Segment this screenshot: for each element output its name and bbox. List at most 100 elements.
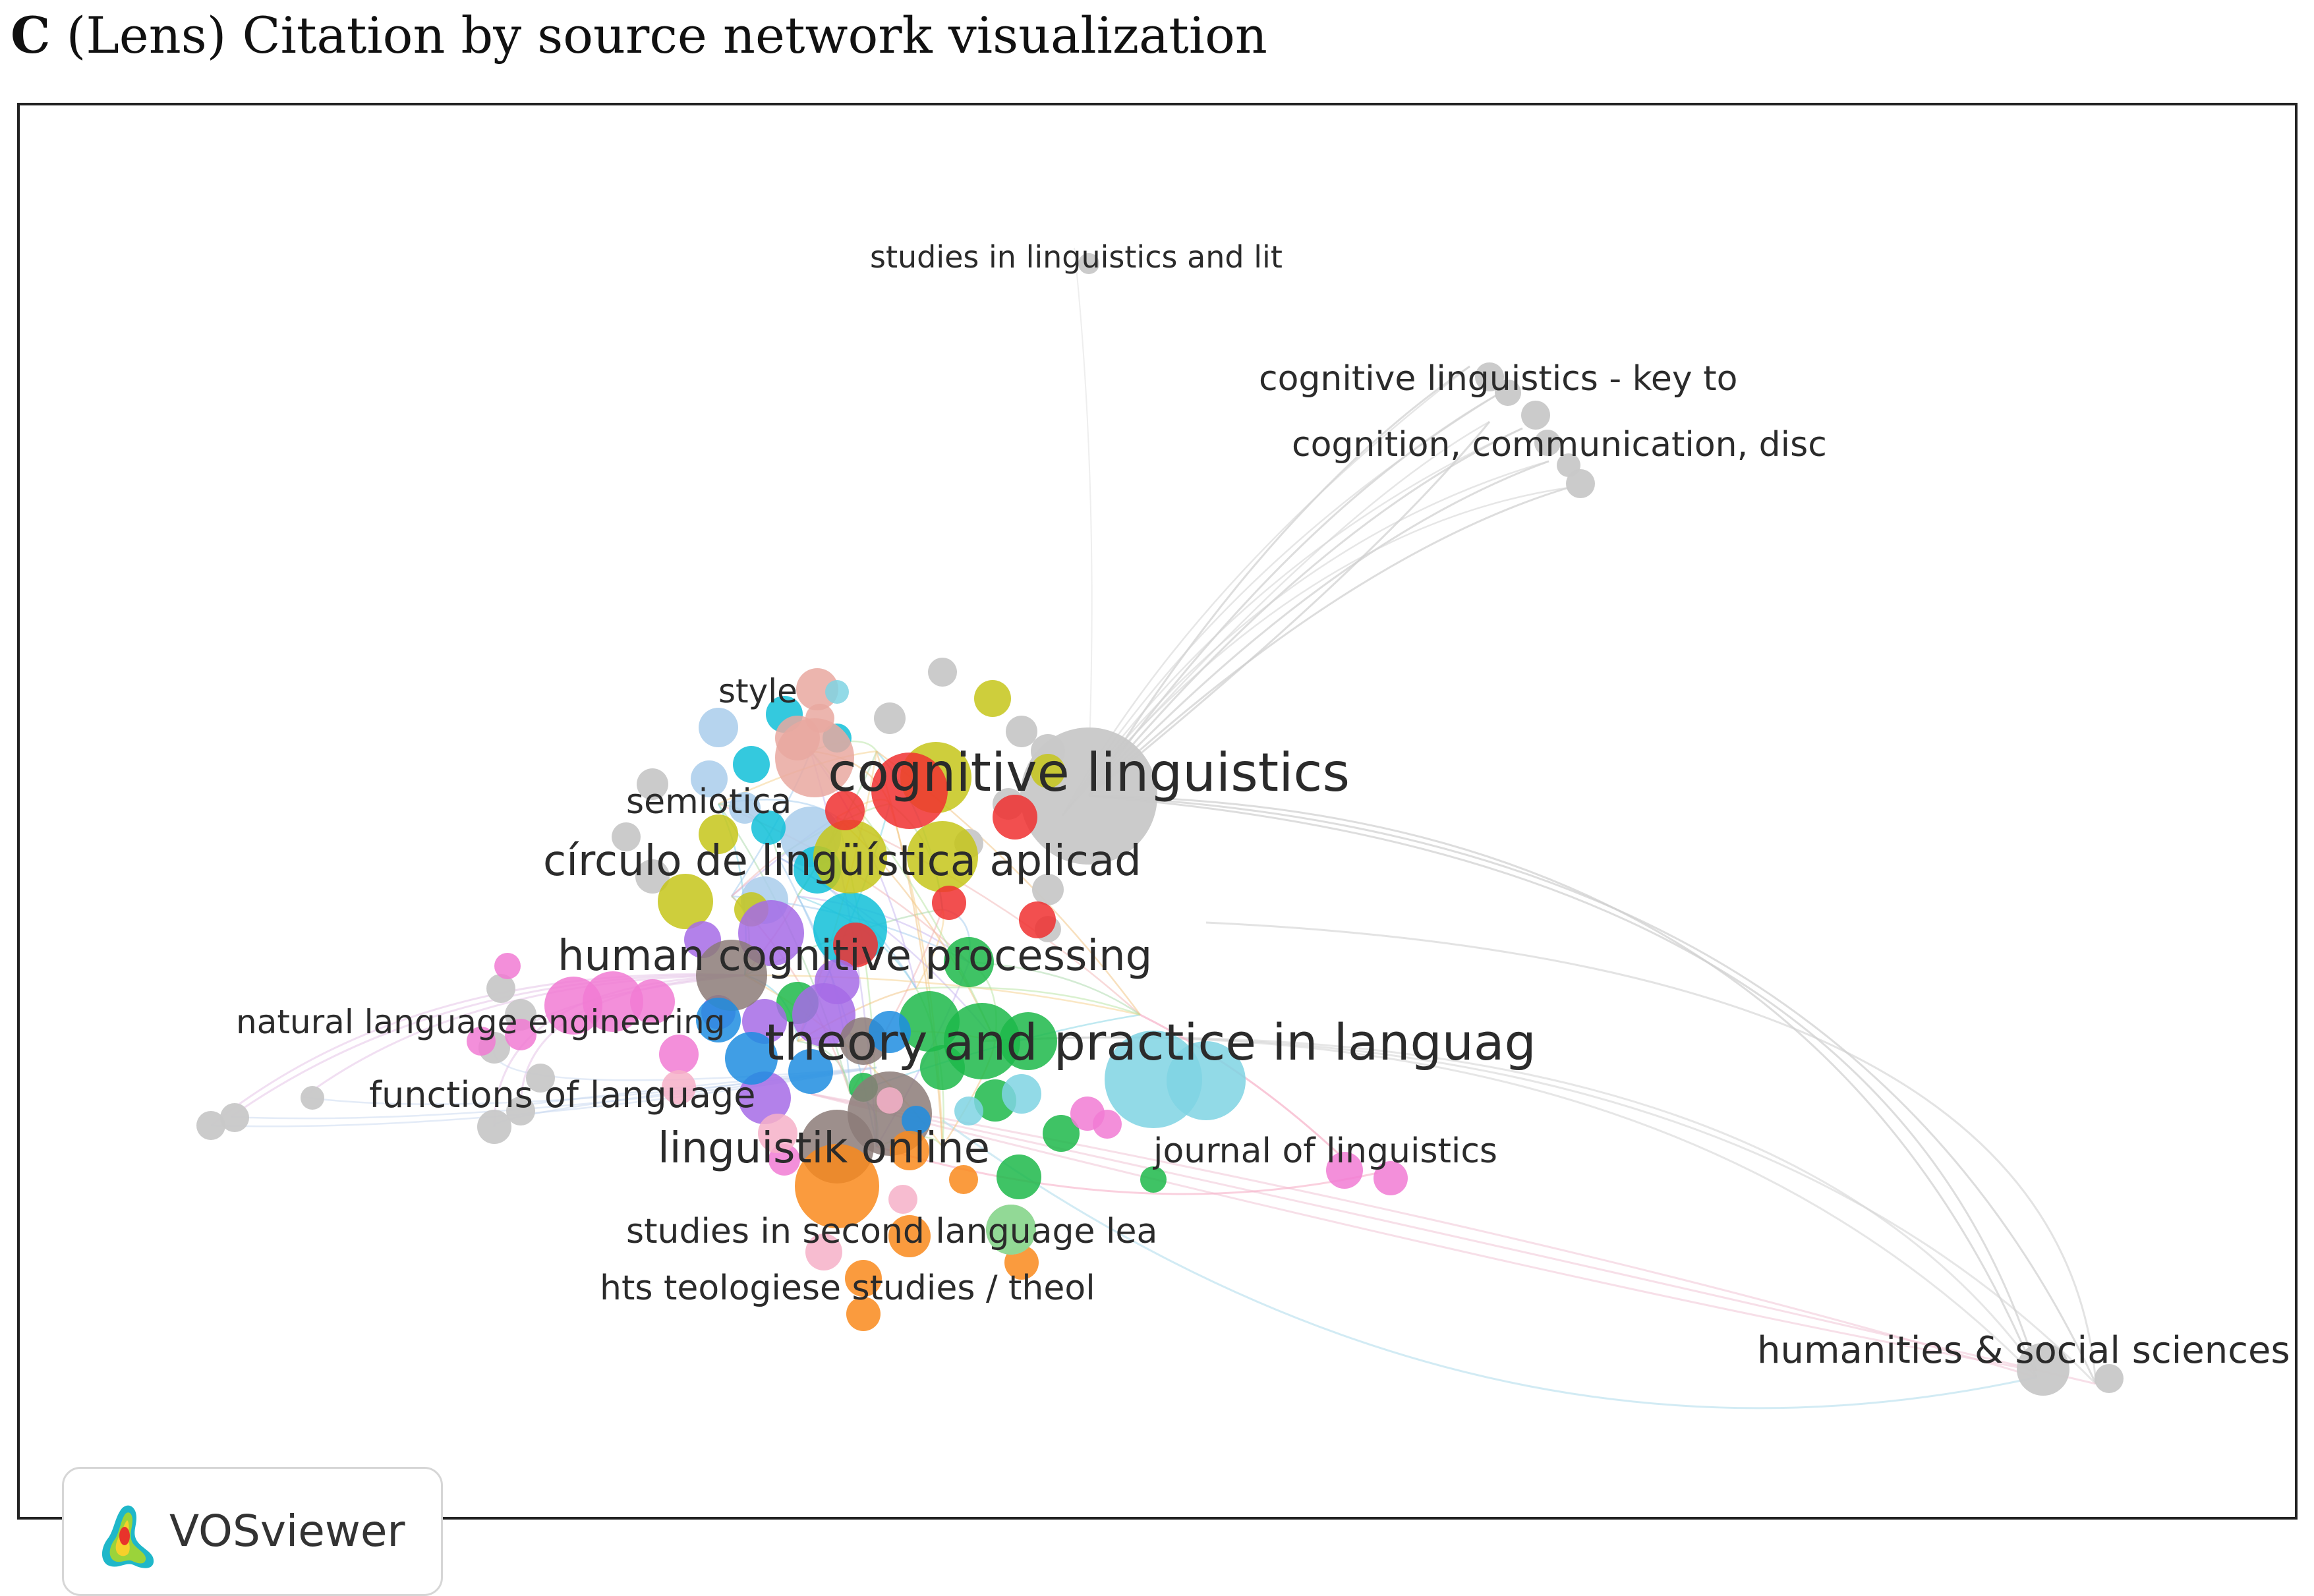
network-nodes [196, 253, 2124, 1396]
network-node [220, 1103, 249, 1132]
panel-letter: C [11, 6, 51, 65]
network-link [1088, 795, 2038, 1371]
label-humanities-and-social-sciences: humanities & social sciences [1757, 1329, 2290, 1372]
network-node [2017, 1343, 2069, 1396]
network-node [1019, 901, 1056, 938]
network-node [2095, 1364, 2124, 1393]
network-node [505, 1019, 536, 1050]
network-node [1140, 1166, 1167, 1193]
vosviewer-label: VOSviewer [169, 1506, 405, 1556]
label-theory-and-practice-in-languag: theory and practice in languag [765, 1013, 1536, 1071]
network-node [845, 1260, 882, 1297]
network-node [612, 822, 641, 851]
network-link [1088, 795, 2038, 1378]
label-circulo-de-linguistica-aplicad: círculo de lingüística aplicad [543, 837, 1142, 886]
network-node [890, 1131, 929, 1170]
network-node [974, 680, 1011, 717]
network-node [729, 792, 761, 824]
label-human-cognitive-processing: human cognitive processing [558, 932, 1152, 981]
network-node [795, 1144, 879, 1228]
network-node [788, 1049, 833, 1094]
network-link [1087, 460, 1549, 797]
network-node [583, 971, 643, 1032]
network-link [836, 816, 1141, 1015]
figure-caption: C (Lens) Citation by source network visu… [11, 5, 1267, 65]
label-cognition-communication-disc: cognition, communication, disc [1292, 425, 1827, 465]
network-link [968, 961, 1141, 1016]
network-node [932, 886, 966, 920]
network-node [1495, 380, 1521, 406]
network-node [869, 1011, 911, 1053]
network-node [1078, 253, 1099, 274]
network-node [1475, 362, 1504, 391]
network-node [494, 953, 521, 979]
network-node [467, 1027, 496, 1056]
network-node [907, 821, 978, 892]
network-node [637, 768, 668, 800]
network-node [888, 1215, 931, 1257]
network-node [871, 753, 948, 829]
network-link [981, 1036, 2038, 1371]
network-node [1167, 1041, 1246, 1120]
network-link [1088, 795, 2097, 1384]
network-link [1088, 421, 1491, 797]
network-node [1002, 1074, 1041, 1114]
network-node [691, 760, 728, 797]
network-node [477, 1110, 511, 1144]
network-node [699, 814, 738, 854]
citation-network: studies in linguistics and lit cognitive… [196, 239, 2290, 1410]
network-link [1087, 486, 1569, 797]
network-node [954, 1097, 983, 1126]
network-node [825, 791, 865, 830]
network-node [635, 859, 670, 894]
network-node [1093, 1110, 1122, 1139]
network-node [805, 1234, 842, 1270]
label-studies-in-linguistics-and-lit: studies in linguistics and lit [870, 239, 1283, 275]
network-node [775, 716, 820, 760]
network-node [1043, 1115, 1080, 1152]
network-node [662, 1070, 696, 1104]
network-node [999, 1012, 1057, 1070]
network-node [874, 702, 906, 734]
network-link [1205, 921, 2097, 1384]
label-studies-in-second-language-lea: studies in second language lea [626, 1212, 1157, 1251]
network-panel: studies in linguistics and lit cognitive… [17, 103, 2298, 1596]
network-node [486, 974, 515, 1003]
caption-text: (Lens) Citation by source network visual… [66, 6, 1267, 65]
network-labels: studies in linguistics and lit cognitive… [236, 239, 2290, 1372]
network-node [902, 1106, 931, 1135]
network-link [744, 974, 1141, 1016]
network-node [696, 940, 767, 1011]
network-node [1374, 1161, 1408, 1195]
label-natural-language-engineering: natural language engineering [236, 1003, 725, 1041]
label-semiotica: semiotica [626, 782, 792, 822]
network-node [301, 1086, 324, 1110]
network-node [825, 680, 849, 704]
network-link [810, 1093, 2037, 1379]
network-node [813, 820, 887, 894]
label-cognitive-linguistics-key-to: cognitive linguistics - key to [1259, 359, 1737, 399]
network-node [1031, 754, 1065, 788]
network-link [230, 974, 745, 1118]
network-link [849, 909, 944, 1095]
network-node [920, 1045, 965, 1090]
network-link [876, 1145, 1378, 1195]
label-style: style [718, 672, 797, 710]
network-node [997, 1154, 1041, 1199]
network-node [758, 1114, 797, 1153]
network-link [1087, 427, 1523, 797]
label-cognitive-linguistics: cognitive linguistics [828, 742, 1350, 803]
network-link [731, 855, 778, 897]
network-node [658, 874, 713, 929]
network-node [1521, 401, 1550, 430]
network-node [796, 668, 838, 710]
network-node [699, 708, 738, 747]
network-node [944, 937, 994, 987]
network-link [1074, 247, 1093, 797]
network-node [526, 1064, 555, 1093]
network-node [751, 811, 786, 845]
network-node [949, 1165, 978, 1194]
network-node [659, 1035, 699, 1074]
network-link [210, 973, 745, 1127]
network-node [928, 658, 957, 687]
